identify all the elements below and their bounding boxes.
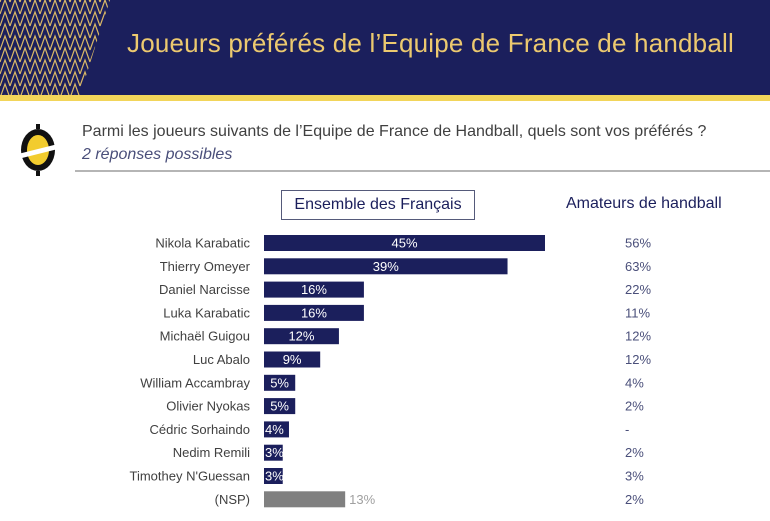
bar-value-label: 5% [270, 375, 289, 390]
category-label: Luc Abalo [193, 352, 250, 367]
category-label: Michaël Guigou [160, 329, 250, 344]
bar-value-label: 16% [301, 305, 327, 320]
category-label: Olivier Nyokas [166, 399, 250, 414]
secondary-column-title: Amateurs de handball [566, 195, 722, 212]
category-label: (NSP) [215, 492, 250, 507]
chevron-pattern [0, 0, 115, 95]
header-banner: Joueurs préférés de l’Equipe de France d… [0, 0, 770, 95]
category-label: Thierry Omeyer [160, 259, 251, 274]
category-label: Cédric Sorhaindo [150, 422, 250, 437]
bar-value-label: 12% [288, 329, 314, 344]
survey-subtitle: 2 réponses possibles [82, 146, 233, 163]
header-accent-stripe [0, 95, 770, 101]
bar [264, 468, 283, 484]
bar-value-label: 39% [373, 259, 399, 274]
category-label: William Accambray [140, 375, 250, 390]
category-label: Nikola Karabatic [155, 236, 250, 251]
bar [264, 328, 339, 345]
bar-value-label: 3% [265, 469, 284, 484]
bar [264, 281, 364, 298]
bar [264, 304, 364, 321]
page-title: Joueurs préférés de l’Equipe de France d… [127, 28, 734, 58]
bar-value-label: 45% [391, 236, 417, 251]
bar [264, 398, 296, 415]
amateur-value: 3% [625, 469, 644, 484]
amateur-value: 2% [625, 445, 644, 460]
bar [264, 491, 346, 508]
amateur-value: 12% [625, 329, 651, 344]
category-label: Daniel Narcisse [159, 282, 250, 297]
amateur-value: - [625, 422, 629, 437]
amateur-value: 2% [625, 399, 644, 414]
bar [264, 374, 296, 391]
chart-title: Ensemble des Français [281, 190, 475, 220]
category-label: Nedim Remili [173, 445, 250, 460]
bar [264, 235, 545, 251]
divider [75, 170, 770, 172]
amateur-value: 11% [625, 305, 650, 320]
bar [264, 351, 321, 368]
amateur-value: 63% [625, 259, 651, 274]
category-label: Timothey N'Guessan [130, 469, 251, 484]
bar [264, 444, 283, 461]
survey-question: Parmi les joueurs suivants de l’Equipe d… [82, 123, 707, 140]
amateur-value: 2% [625, 492, 644, 507]
bar-value-label: 4% [265, 422, 284, 437]
amateur-value: 56% [625, 236, 651, 251]
bar-value-label: 16% [301, 282, 327, 297]
bar [264, 421, 289, 438]
amateur-value: 22% [625, 282, 651, 297]
bar-value-label: 5% [270, 399, 289, 414]
bar-value-label: 13% [349, 492, 375, 507]
amateur-value: 4% [625, 375, 644, 390]
category-label: Luka Karabatic [163, 305, 250, 320]
bar-value-label: 9% [283, 352, 302, 367]
bar-value-label: 3% [265, 445, 284, 460]
bar [264, 258, 508, 275]
yellow-oval-logo-icon [18, 124, 58, 176]
amateur-value: 12% [625, 352, 651, 367]
